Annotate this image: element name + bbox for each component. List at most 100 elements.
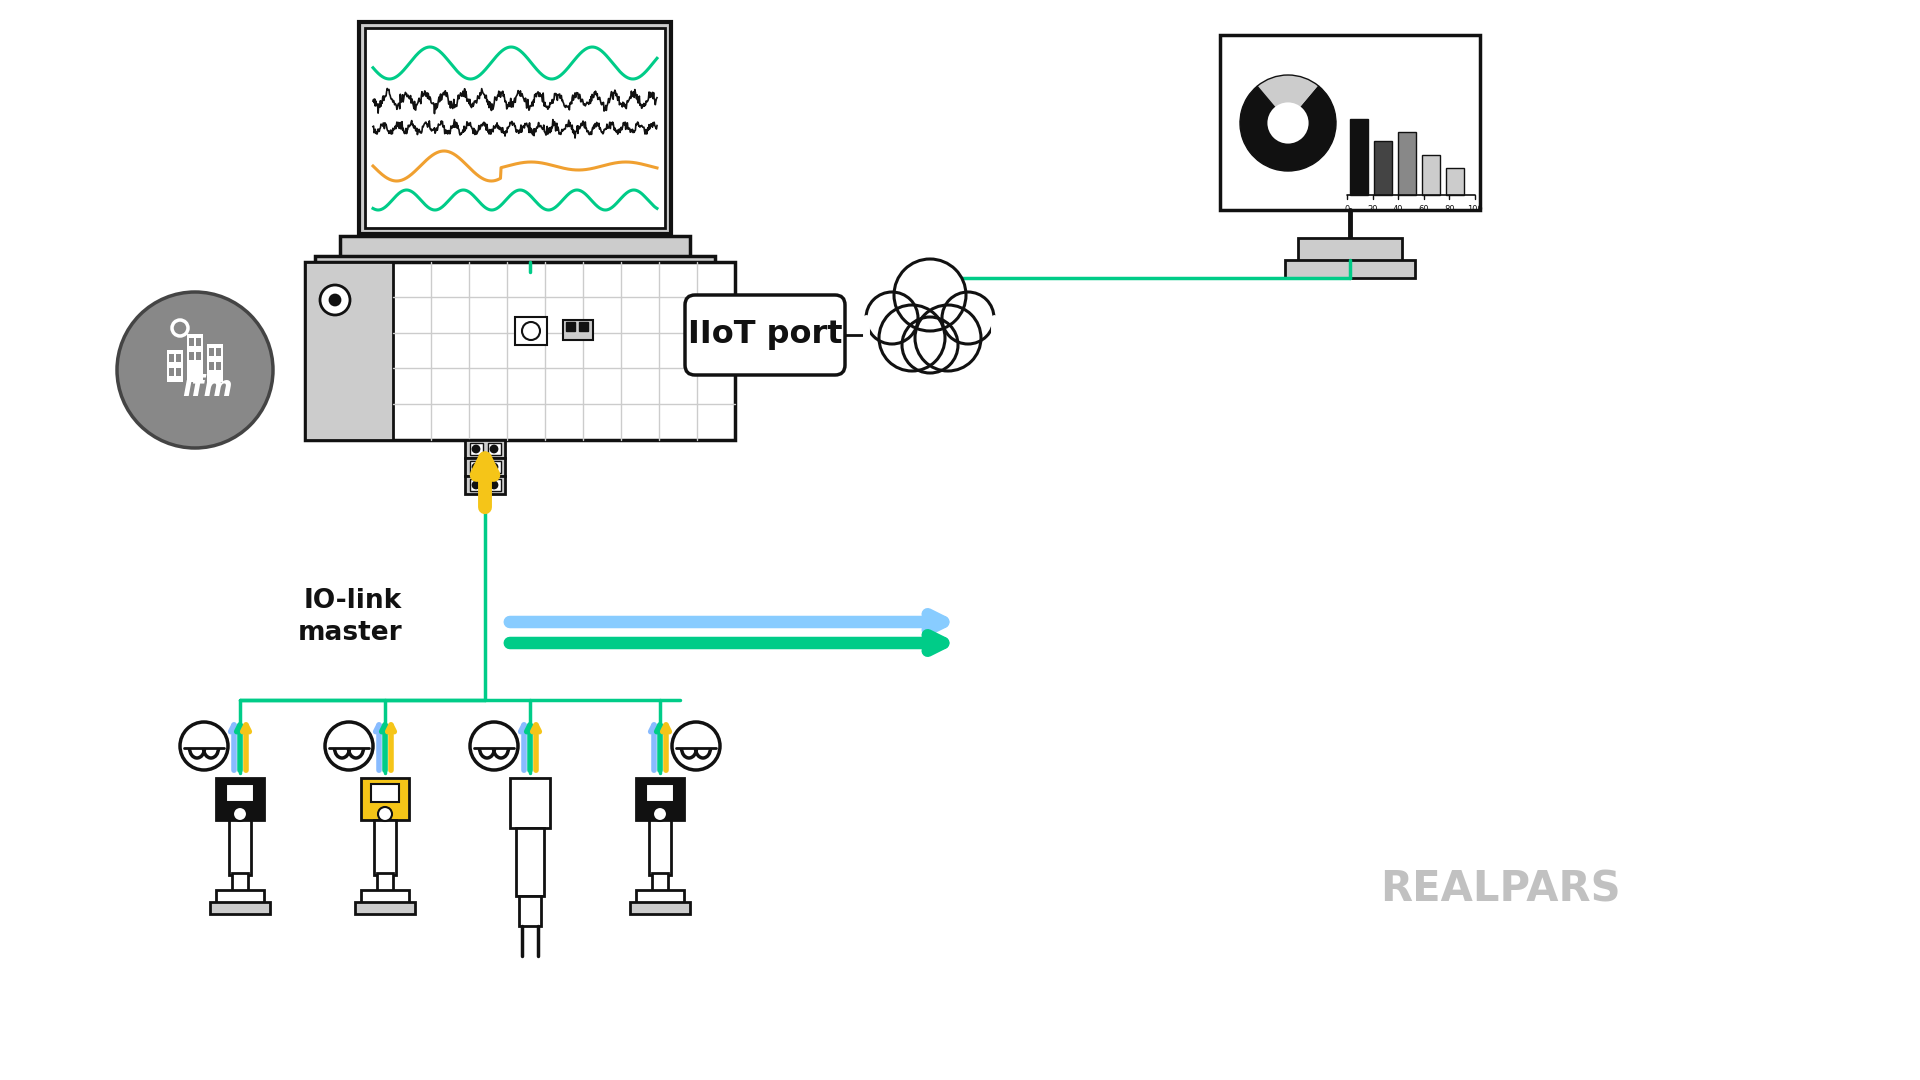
Circle shape bbox=[902, 318, 958, 373]
Bar bbox=[516, 828, 543, 896]
Bar bbox=[365, 28, 664, 228]
Bar bbox=[371, 784, 399, 802]
Bar bbox=[488, 480, 501, 491]
Bar bbox=[636, 778, 684, 820]
Text: 60: 60 bbox=[1419, 205, 1428, 214]
Bar bbox=[465, 440, 505, 458]
Bar bbox=[465, 476, 505, 494]
Bar bbox=[563, 320, 593, 340]
Bar bbox=[177, 354, 180, 362]
Text: 40: 40 bbox=[1392, 205, 1404, 214]
Circle shape bbox=[324, 723, 372, 770]
FancyBboxPatch shape bbox=[685, 295, 845, 375]
Text: 20: 20 bbox=[1367, 205, 1379, 214]
Bar bbox=[866, 318, 995, 360]
Circle shape bbox=[672, 723, 720, 770]
Circle shape bbox=[916, 305, 981, 372]
Bar bbox=[305, 262, 735, 440]
Text: REALPARS: REALPARS bbox=[1380, 869, 1620, 912]
Bar bbox=[169, 368, 175, 376]
Text: 0: 0 bbox=[1344, 205, 1350, 214]
Bar bbox=[177, 368, 180, 376]
Circle shape bbox=[1269, 104, 1308, 143]
Bar bbox=[209, 902, 271, 914]
Bar bbox=[645, 784, 674, 802]
Bar bbox=[470, 461, 484, 473]
Bar bbox=[209, 348, 213, 356]
Wedge shape bbox=[1258, 75, 1319, 123]
Circle shape bbox=[378, 807, 392, 821]
Circle shape bbox=[470, 723, 518, 770]
Bar bbox=[374, 820, 396, 875]
Bar bbox=[1350, 119, 1367, 195]
Bar bbox=[376, 873, 394, 891]
Bar bbox=[653, 873, 668, 891]
Circle shape bbox=[492, 464, 497, 470]
Circle shape bbox=[472, 482, 478, 488]
Bar bbox=[649, 820, 670, 875]
Bar bbox=[1375, 141, 1392, 195]
Circle shape bbox=[492, 482, 497, 488]
Text: ifm: ifm bbox=[182, 374, 232, 402]
Bar bbox=[566, 322, 574, 330]
Bar bbox=[196, 338, 202, 346]
Circle shape bbox=[321, 285, 349, 315]
Bar bbox=[167, 350, 182, 382]
Bar bbox=[1298, 238, 1402, 262]
Bar bbox=[515, 318, 547, 345]
Bar bbox=[1219, 35, 1480, 210]
Bar bbox=[518, 896, 541, 926]
Bar bbox=[315, 256, 714, 272]
Circle shape bbox=[169, 318, 190, 339]
Circle shape bbox=[472, 464, 478, 470]
Bar bbox=[359, 22, 670, 234]
Bar bbox=[196, 352, 202, 360]
Bar bbox=[361, 778, 409, 820]
Circle shape bbox=[472, 446, 478, 453]
Bar bbox=[340, 237, 689, 258]
Bar bbox=[305, 262, 394, 440]
Text: 80: 80 bbox=[1444, 205, 1455, 214]
Bar bbox=[488, 461, 501, 473]
Wedge shape bbox=[1240, 86, 1336, 171]
Circle shape bbox=[522, 322, 540, 340]
Bar bbox=[355, 902, 415, 914]
Circle shape bbox=[653, 807, 666, 821]
Circle shape bbox=[866, 292, 918, 345]
Circle shape bbox=[895, 259, 966, 330]
Circle shape bbox=[180, 723, 228, 770]
Bar bbox=[215, 362, 221, 370]
Bar bbox=[186, 334, 204, 382]
Bar bbox=[232, 873, 248, 891]
Bar bbox=[636, 890, 684, 904]
Bar bbox=[215, 778, 265, 820]
Circle shape bbox=[943, 292, 995, 345]
Bar bbox=[470, 443, 484, 455]
Bar bbox=[1446, 168, 1463, 195]
Circle shape bbox=[117, 292, 273, 448]
Bar bbox=[361, 890, 409, 904]
Bar bbox=[488, 443, 501, 455]
Bar bbox=[209, 362, 213, 370]
Bar bbox=[207, 345, 223, 382]
Wedge shape bbox=[1288, 86, 1319, 123]
Bar bbox=[511, 778, 549, 828]
Text: IIoT port: IIoT port bbox=[687, 320, 843, 351]
Bar bbox=[470, 480, 484, 491]
Bar bbox=[1423, 154, 1440, 195]
Text: IO-link
master: IO-link master bbox=[298, 588, 401, 646]
Circle shape bbox=[879, 305, 945, 372]
Bar bbox=[630, 902, 689, 914]
Bar bbox=[188, 352, 194, 360]
Bar bbox=[1284, 260, 1415, 278]
Bar bbox=[169, 354, 175, 362]
Circle shape bbox=[492, 446, 497, 453]
Bar bbox=[215, 890, 265, 904]
Bar bbox=[227, 784, 253, 802]
Bar bbox=[188, 338, 194, 346]
Bar bbox=[215, 348, 221, 356]
Text: 100: 100 bbox=[1467, 205, 1482, 214]
Circle shape bbox=[330, 295, 340, 305]
Circle shape bbox=[232, 807, 248, 821]
Bar bbox=[228, 820, 252, 875]
